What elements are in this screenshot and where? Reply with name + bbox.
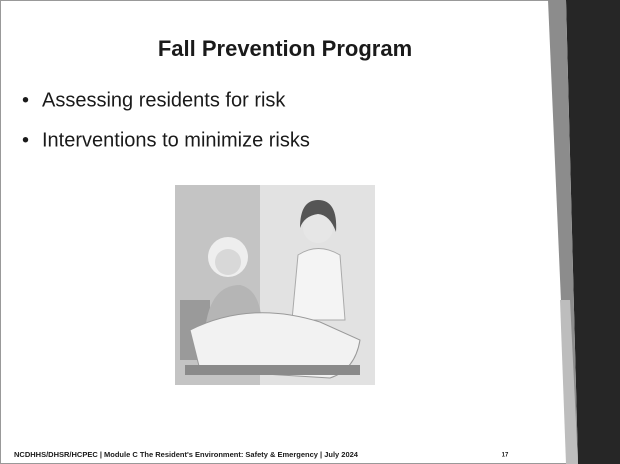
bullet-marker: • bbox=[22, 89, 29, 111]
bullet-text: Interventions to minimize risks bbox=[42, 129, 310, 151]
slide: Fall Prevention Program • Assessing resi… bbox=[0, 0, 620, 464]
slide-title: Fall Prevention Program bbox=[158, 36, 412, 61]
footer-text: NCDHHS/DHSR/HCPEC | Module C The Residen… bbox=[14, 450, 359, 459]
bullet-text: Assessing residents for risk bbox=[42, 89, 286, 111]
bullet-marker: • bbox=[22, 129, 29, 151]
illustration bbox=[175, 185, 375, 385]
page: Fall Prevention Program • Assessing resi… bbox=[0, 0, 620, 464]
page-number: 17 bbox=[502, 453, 509, 459]
